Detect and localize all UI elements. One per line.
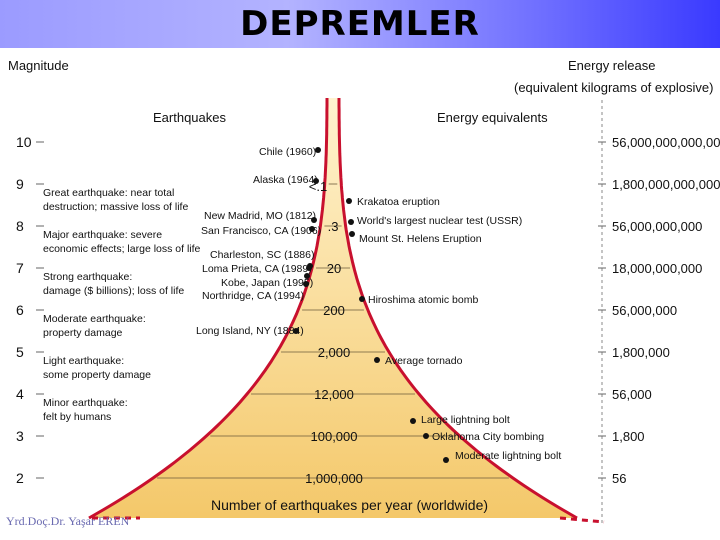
energy-equivalent-label: Large lightning bolt [421, 414, 510, 426]
energy-equivalent-dot [410, 418, 416, 424]
earthquake-label: New Madrid, MO (1812) [204, 210, 316, 222]
energy-tick-label: 1,800,000 [612, 345, 670, 360]
energy-axis-subtitle: (equivalent kilograms of explosive) [514, 80, 713, 95]
magnitude-tick-label: 7 [16, 260, 24, 276]
energy-equivalent-dot [374, 357, 380, 363]
earthquake-dot [306, 265, 312, 271]
magnitude-tick-label: 2 [16, 470, 24, 486]
energy-tick-label: 1,800 [612, 429, 645, 444]
earthquake-dot [293, 328, 299, 334]
earthquake-label: Chile (1960) [259, 146, 316, 158]
energy-axis-title: Energy release [568, 58, 655, 73]
category-line2: property damage [43, 327, 123, 339]
page-title: DEPREMLER [240, 4, 480, 44]
earthquakes-heading: Earthquakes [153, 110, 226, 125]
energy-tick-label: 56,000,000 [612, 303, 677, 318]
magnitude-tick-label: 3 [16, 428, 24, 444]
earthquake-dot [311, 217, 317, 223]
earthquake-label: Alaska (1964) [253, 174, 318, 186]
energy-equivalent-label: Moderate lightning bolt [455, 450, 561, 462]
energy-equivalent-dot [359, 296, 365, 302]
watermark: Yrd.Doç.Dr. Yaşar EREN [6, 514, 130, 528]
earthquake-label: Charleston, SC (1886) [210, 249, 314, 261]
count-label: 2,000 [318, 345, 351, 360]
category-line2: economic effects; large loss of life [43, 243, 201, 255]
energy-tick-label: 1,800,000,000,000 [612, 177, 720, 192]
energy-tick-label: 56,000,000,000 [612, 219, 702, 234]
magnitude-tick-label: 4 [16, 386, 24, 402]
energy-equivalent-label: World's largest nuclear test (USSR) [357, 215, 522, 227]
magnitude-tick-label: 6 [16, 302, 24, 318]
bottom-label: Number of earthquakes per year (worldwid… [211, 497, 488, 513]
category-line1: Minor earthquake: [43, 397, 128, 409]
earthquake-dot [315, 147, 321, 153]
earthquake-label: Northridge, CA (1994) [202, 290, 304, 302]
earthquake-label: Kobe, Japan (1995) [221, 277, 313, 289]
count-label: 200 [323, 303, 345, 318]
energy-equivalent-dot [348, 219, 354, 225]
header-bar [0, 0, 720, 48]
energy-equivalents-heading: Energy equivalents [437, 110, 548, 125]
count-label: 20 [327, 261, 341, 276]
category-line1: Great earthquake: near total [43, 187, 174, 199]
energy-equivalent-label: Average tornado [385, 355, 463, 367]
category-line1: Strong earthquake: [43, 271, 132, 283]
energy-equivalent-dot [443, 457, 449, 463]
count-label: 100,000 [311, 429, 358, 444]
energy-equivalent-label: Oklahoma City bombing [432, 431, 544, 443]
category-line1: Light earthquake: [43, 355, 124, 367]
category-line2: felt by humans [43, 411, 111, 423]
category-line2: some property damage [43, 369, 151, 381]
earthquake-dot [309, 226, 315, 232]
energy-equivalent-dot [349, 231, 355, 237]
magnitude-tick-label: 8 [16, 218, 24, 234]
category-line1: Moderate earthquake: [43, 313, 146, 325]
count-label: <.1 [309, 179, 327, 194]
energy-tick-label: 56,000 [612, 387, 652, 402]
count-label: 1,000,000 [305, 471, 363, 486]
curve-right [337, 98, 578, 520]
category-line2: damage ($ billions); loss of life [43, 285, 184, 297]
energy-tick-label: 56 [612, 471, 626, 486]
earthquake-dot [313, 178, 319, 184]
earthquake-dot [303, 281, 309, 287]
earthquake-dot [304, 273, 310, 279]
magnitude-tick-label: 10 [16, 134, 32, 150]
energy-equivalent-dot [346, 198, 352, 204]
energy-tick-label: 18,000,000,000 [612, 261, 702, 276]
baseline-dash-right [559, 516, 605, 524]
magnitude-tick-label: 9 [16, 176, 24, 192]
count-label: 12,000 [314, 387, 354, 402]
curve-left [88, 98, 329, 520]
energy-equivalent-label: Hiroshima atomic bomb [368, 294, 478, 306]
category-line2: destruction; massive loss of life [43, 201, 188, 213]
energy-tick-label: 56,000,000,000,000 [612, 135, 720, 150]
earthquake-label: Long Island, NY (1884) [196, 325, 304, 337]
earthquake-magnitude-diagram: Magnitude Energy release (equivalent kil… [8, 58, 720, 524]
energy-equivalent-label: Krakatoa eruption [357, 196, 440, 208]
magnitude-axis-title: Magnitude [8, 58, 69, 73]
magnitude-tick-label: 5 [16, 344, 24, 360]
category-line1: Major earthquake: severe [43, 229, 162, 241]
earthquake-label: San Francisco, CA (1906) [201, 225, 321, 237]
funnel-fill [89, 98, 577, 518]
earthquake-label: Loma Prieta, CA (1989) [202, 263, 312, 275]
energy-equivalent-dot [423, 433, 429, 439]
energy-equivalent-label: Mount St. Helens Eruption [359, 233, 482, 245]
count-label: .3 [328, 219, 339, 234]
